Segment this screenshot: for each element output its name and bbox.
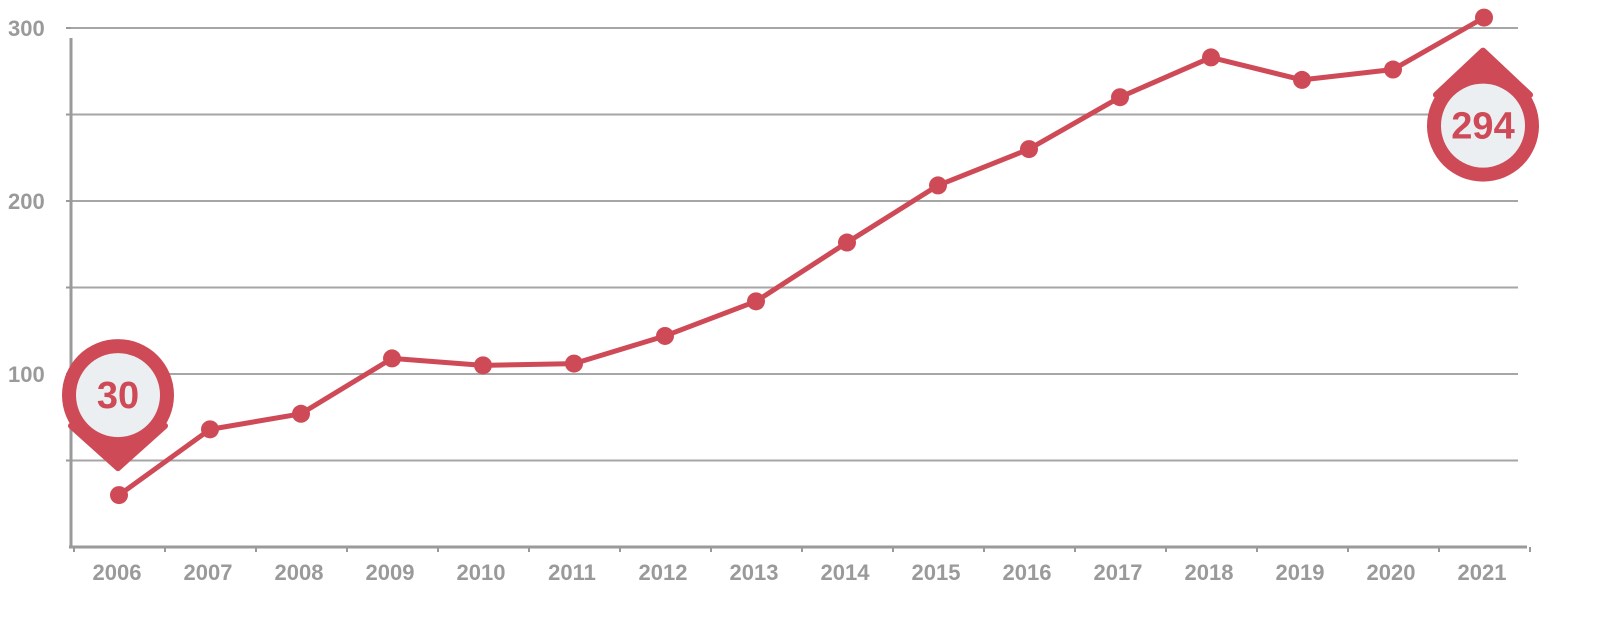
x-tick-label: 2011 bbox=[548, 560, 596, 585]
data-point bbox=[1475, 8, 1493, 27]
y-tick-label: 200 bbox=[8, 189, 45, 214]
badge-inner bbox=[76, 353, 160, 438]
data-point bbox=[1202, 48, 1220, 67]
x-tick-label: 2016 bbox=[1003, 560, 1052, 585]
data-point bbox=[656, 326, 674, 345]
x-tick-label: 2006 bbox=[93, 560, 142, 585]
x-tick-label: 2021 bbox=[1458, 560, 1507, 585]
x-tick-label: 2015 bbox=[912, 560, 961, 585]
badge-inner bbox=[1441, 83, 1525, 168]
x-tick-label: 2014 bbox=[821, 560, 871, 585]
data-point bbox=[565, 354, 583, 373]
badge-label: 294 bbox=[1451, 106, 1514, 148]
data-point bbox=[1293, 70, 1311, 89]
data-point bbox=[929, 176, 947, 195]
y-tick-label: 300 bbox=[8, 16, 45, 41]
x-tick-label: 2013 bbox=[730, 560, 779, 585]
series bbox=[110, 8, 1493, 505]
data-point bbox=[292, 404, 310, 423]
series-line bbox=[116, 15, 1487, 498]
data-point bbox=[383, 349, 401, 368]
x-tick-label: 2007 bbox=[184, 560, 233, 585]
x-tick-label: 2018 bbox=[1185, 560, 1234, 585]
data-point bbox=[747, 292, 765, 311]
data-point bbox=[201, 420, 219, 439]
axes bbox=[69, 38, 1527, 549]
data-point bbox=[1111, 88, 1129, 107]
badge-label: 30 bbox=[97, 375, 139, 417]
y-axis-ticks: 100 200 300 bbox=[8, 16, 71, 462]
x-tick-label: 2012 bbox=[639, 560, 688, 585]
x-axis-ticks: 2006 2007 2008 2009 2010 2011 2012 2013 2014 2015… bbox=[73, 547, 1531, 585]
data-point bbox=[838, 233, 856, 252]
value-badge: 294 bbox=[1427, 47, 1539, 182]
x-tick-label: 2008 bbox=[275, 560, 324, 585]
grid-lines bbox=[71, 27, 1518, 462]
annotations: 30 294 bbox=[62, 47, 1539, 472]
x-tick-label: 2010 bbox=[457, 560, 506, 585]
x-tick-label: 2020 bbox=[1367, 560, 1416, 585]
data-point bbox=[1384, 60, 1402, 79]
x-tick-label: 2019 bbox=[1276, 560, 1325, 585]
y-tick-label: 100 bbox=[8, 362, 45, 387]
value-badge: 30 bbox=[62, 339, 174, 472]
data-point bbox=[110, 486, 128, 505]
data-point bbox=[474, 356, 492, 375]
x-tick-label: 2017 bbox=[1094, 560, 1143, 585]
data-point bbox=[1020, 140, 1038, 159]
x-tick-label: 2009 bbox=[366, 560, 415, 585]
